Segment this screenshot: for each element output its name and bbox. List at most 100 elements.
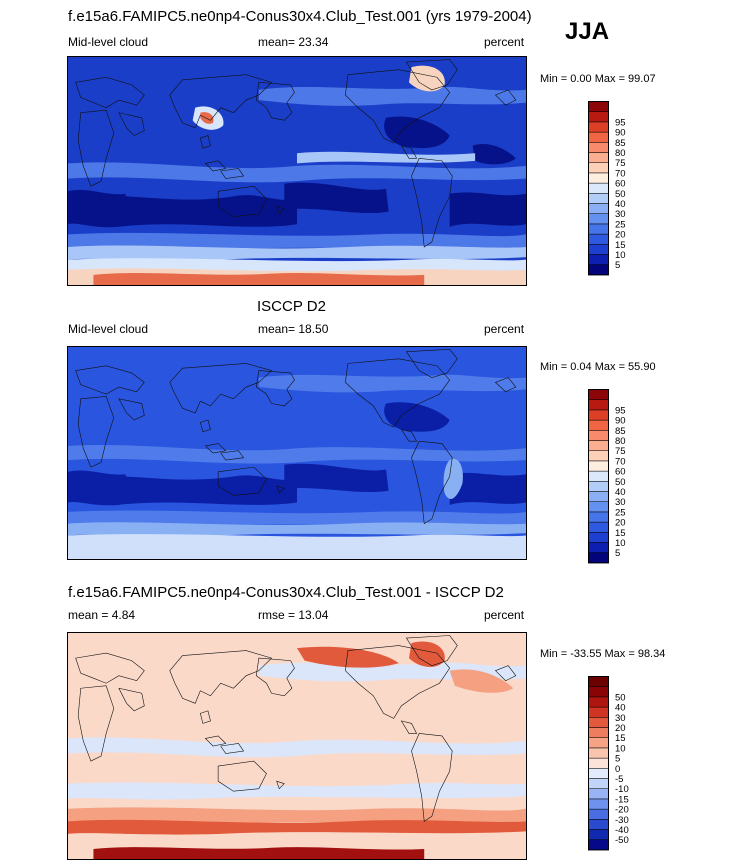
colorbar-swatch bbox=[588, 223, 609, 235]
coastline-10 bbox=[406, 349, 457, 377]
colorbar-tick-label: 30 bbox=[615, 497, 626, 508]
panel-obs-map bbox=[67, 346, 527, 560]
colorbar-tick-label: 20 bbox=[615, 723, 626, 734]
panel-model-title: f.e15a6.FAMIPC5.ne0np4-Conus30x4.Club_Te… bbox=[68, 8, 532, 25]
colorbar-swatch bbox=[588, 532, 609, 543]
colorbar-tick-label: 25 bbox=[615, 219, 626, 230]
colorbar-swatch bbox=[588, 481, 609, 492]
colorbar-swatch bbox=[588, 152, 609, 163]
contour-tropics bbox=[68, 737, 526, 758]
panel-obs-colorbar: 5 10 15 20 25 30 40 50 60 70 75 80 85 90 95 bbox=[588, 389, 638, 564]
coastline-9 bbox=[412, 733, 453, 821]
panel-diff-mean: mean = 4.84 bbox=[68, 608, 136, 622]
panel-diff-units: percent bbox=[484, 608, 525, 622]
contour-antarctic-core bbox=[93, 272, 425, 285]
panel-diff-minmax: Min = -33.55 Max = 98.34 bbox=[540, 648, 666, 660]
panel-model-map bbox=[67, 56, 527, 286]
colorbar-swatch bbox=[588, 676, 609, 687]
colorbar-tick-label: 0 bbox=[615, 764, 620, 775]
colorbar-tick-label: 30 bbox=[615, 713, 626, 724]
colorbar-tick-label: 60 bbox=[615, 467, 626, 478]
colorbar-tick-label: 40 bbox=[615, 487, 626, 498]
colorbar-swatch bbox=[588, 101, 609, 112]
colorbar-swatch bbox=[588, 491, 609, 502]
panel-model-minmax: Min = 0.00 Max = 99.07 bbox=[540, 73, 656, 85]
colorbar-tick-label: -15 bbox=[615, 794, 629, 805]
colorbar-tick-label: -20 bbox=[615, 805, 629, 816]
panel-model-colorbar: 5 10 15 20 25 30 40 50 60 70 75 80 85 90 95 bbox=[588, 101, 638, 276]
panel-diff-title: f.e15a6.FAMIPC5.ne0np4-Conus30x4.Club_Te… bbox=[68, 584, 504, 601]
contour-greenland bbox=[408, 641, 445, 668]
panel-obs-minmax: Min = 0.04 Max = 55.90 bbox=[540, 361, 656, 373]
coastline-11 bbox=[495, 90, 515, 105]
panel-model-left-label: Mid-level cloud bbox=[68, 35, 149, 49]
colorbar-tick-label: 5 bbox=[615, 754, 620, 765]
coastline-2 bbox=[76, 653, 145, 683]
coastline-3 bbox=[78, 110, 114, 186]
panel-obs-left-label: Mid-level cloud bbox=[68, 322, 149, 336]
coastline-2 bbox=[76, 77, 145, 107]
colorbar-swatch bbox=[588, 182, 609, 194]
coastline-1 bbox=[170, 651, 272, 704]
colorbar-swatch bbox=[588, 440, 609, 451]
coastline-5 bbox=[205, 736, 243, 754]
colorbar-tick-label: 20 bbox=[615, 518, 626, 529]
contour-north-pacific-east bbox=[384, 116, 450, 149]
colorbar-tick-label: -40 bbox=[615, 825, 629, 836]
colorbar-swatch bbox=[588, 389, 609, 400]
colorbar-swatch bbox=[588, 409, 609, 421]
coastline-0 bbox=[256, 371, 294, 406]
panel-diff-map bbox=[67, 632, 527, 860]
colorbar-swatch bbox=[588, 778, 609, 789]
colorbar-swatch bbox=[588, 142, 609, 153]
colorbar-swatch bbox=[588, 233, 609, 245]
colorbar-tick-label: 25 bbox=[615, 507, 626, 518]
coastlines bbox=[76, 349, 516, 523]
coastline-5 bbox=[205, 444, 243, 460]
contour-tropics bbox=[68, 162, 526, 183]
coastline-9 bbox=[412, 158, 453, 247]
colorbar-tick-label: -5 bbox=[615, 774, 623, 785]
colorbar-swatch bbox=[588, 706, 609, 718]
coastline-5 bbox=[205, 161, 243, 179]
colorbar-frame bbox=[588, 101, 609, 276]
colorbar-swatch bbox=[588, 727, 609, 738]
panel-model-units: percent bbox=[484, 35, 525, 49]
coastline-4 bbox=[119, 113, 144, 136]
coastline-13 bbox=[200, 136, 210, 149]
colorbar-tick-label: 10 bbox=[615, 743, 626, 754]
coastline-3 bbox=[78, 686, 114, 761]
coastline-6 bbox=[218, 761, 266, 791]
colorbar-tick-label: 75 bbox=[615, 446, 626, 457]
coastline-4 bbox=[119, 399, 144, 420]
panel-obs-mean: mean= 18.50 bbox=[258, 322, 329, 336]
colorbar-swatch bbox=[588, 798, 609, 810]
contour-south-ocean-mid bbox=[68, 782, 526, 800]
contour-antarctic-margin bbox=[68, 534, 526, 559]
coastline-1 bbox=[170, 75, 272, 128]
colorbar-swatch bbox=[588, 819, 609, 830]
colorbar-frame bbox=[588, 389, 609, 564]
contour-southern-band-upper bbox=[68, 522, 526, 537]
contour-siberia bbox=[297, 646, 399, 668]
colorbar-swatch bbox=[588, 203, 609, 214]
colorbar-swatch bbox=[588, 419, 609, 431]
contour-indian-ocean-band bbox=[68, 463, 389, 493]
coastline-2 bbox=[76, 366, 145, 394]
contour-atlantic-subtropics bbox=[472, 144, 516, 165]
colorbar-swatch bbox=[588, 768, 609, 779]
colorbar-swatch bbox=[588, 521, 609, 533]
colorbar-swatch bbox=[588, 131, 609, 143]
colorbar-swatch bbox=[588, 686, 609, 698]
panel-model-mean: mean= 23.34 bbox=[258, 35, 329, 49]
coastline-11 bbox=[495, 378, 515, 392]
coastline-3 bbox=[78, 396, 114, 467]
coastline-13 bbox=[200, 420, 210, 432]
contour-southern-band-upper bbox=[68, 819, 526, 835]
season-label: JJA bbox=[565, 18, 610, 45]
colorbar-swatch bbox=[588, 552, 609, 564]
colorbar-swatch bbox=[588, 511, 609, 523]
colorbar-swatch bbox=[588, 254, 609, 265]
colorbar-tick-label: 5 bbox=[615, 260, 620, 271]
coastline-12 bbox=[277, 486, 285, 493]
